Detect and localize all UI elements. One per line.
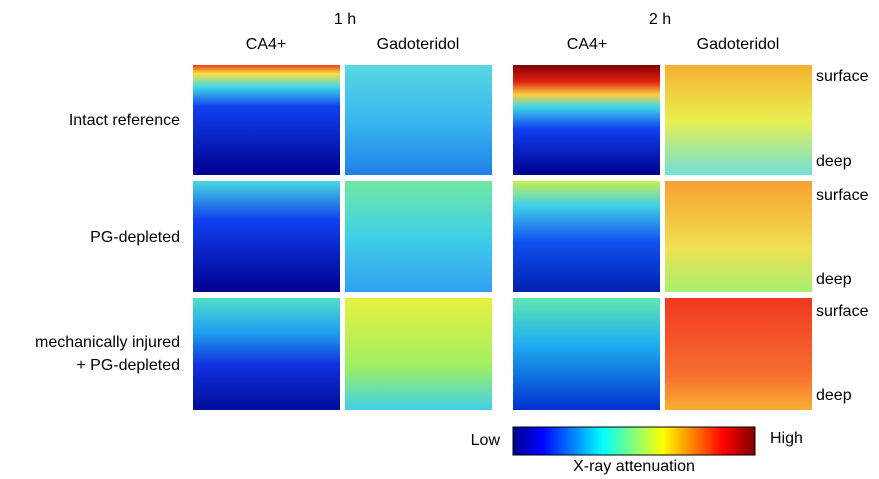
heatmap-panel	[193, 298, 340, 410]
heatmap-panel	[665, 298, 812, 410]
colorbar-high: High	[770, 430, 803, 447]
depth-label: deep	[816, 387, 852, 404]
colorbar-label: X-ray attenuation	[573, 458, 695, 475]
time-label: 2 h	[649, 11, 671, 28]
panels	[193, 65, 812, 410]
row-label: Intact reference	[69, 112, 180, 129]
colorbar	[513, 427, 755, 455]
heatmap-panel	[513, 298, 660, 410]
column-label: CA4+	[246, 36, 286, 53]
depth-label: surface	[816, 303, 869, 320]
depth-label: deep	[816, 153, 852, 170]
heatmap-panel	[665, 181, 812, 292]
heatmap-panel	[345, 181, 492, 292]
depth-label: surface	[816, 187, 869, 204]
colorbar-low: Low	[471, 432, 501, 449]
time-label: 1 h	[334, 11, 356, 28]
heatmap-panel	[513, 65, 660, 175]
column-label: Gadoteridol	[697, 36, 780, 53]
row-label: PG-depleted	[90, 229, 180, 246]
column-label: Gadoteridol	[377, 36, 460, 53]
heatmap-panel	[345, 298, 492, 410]
heatmap-panel	[193, 181, 340, 292]
row-label: + PG-depleted	[76, 357, 180, 374]
heatmap-panel	[345, 65, 492, 175]
depth-label: deep	[816, 271, 852, 288]
heatmap-panel	[193, 65, 340, 175]
depth-label: surface	[816, 68, 869, 85]
row-label: mechanically injured	[35, 334, 180, 351]
column-label: CA4+	[567, 36, 607, 53]
figure: 1 h 2 h CA4+ Gadoteridol CA4+ Gadoterido…	[0, 0, 879, 479]
heatmap-panel	[513, 181, 660, 292]
heatmap-panel	[665, 65, 812, 175]
